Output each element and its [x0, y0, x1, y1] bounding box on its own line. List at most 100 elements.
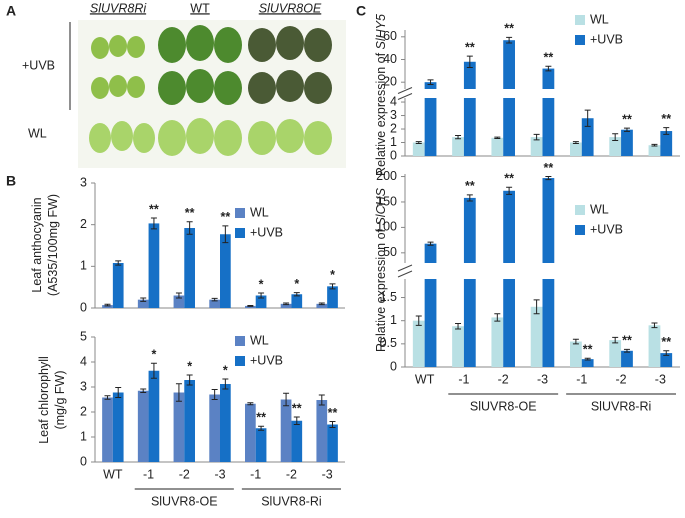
bar [245, 403, 256, 462]
error-bar [186, 221, 193, 235]
error-bar [506, 186, 513, 195]
legend-label: +UVB [250, 353, 283, 367]
error-bar [572, 141, 579, 144]
leaves [158, 25, 242, 105]
legend-swatch [235, 228, 245, 238]
bar [424, 82, 437, 89]
significance: ** [622, 334, 632, 348]
legend-swatch [575, 205, 585, 215]
column-label: SlUVR8Ri [90, 1, 147, 15]
x-tick-label: -2 [179, 467, 190, 481]
legend-swatch [575, 225, 585, 235]
y-tick-label: 100 [376, 220, 397, 234]
y-axis-label: Relative expression of SlCHS [374, 187, 388, 352]
significance: ** [256, 411, 266, 425]
y-tick-label: 3 [390, 108, 397, 122]
axis-break [397, 264, 413, 272]
y-tick-label: 1 [80, 259, 87, 273]
bar [503, 190, 515, 263]
error-bar [140, 388, 147, 393]
error-bar [222, 225, 229, 244]
significance: ** [292, 401, 302, 415]
bar-lower-part [542, 98, 555, 156]
bar [609, 340, 622, 367]
x-tick-label: -1 [143, 467, 154, 481]
bar [570, 142, 582, 156]
bar [581, 118, 594, 156]
y-tick-label: 1 [390, 135, 397, 149]
error-bar [494, 136, 501, 139]
bar-lower-part [503, 98, 515, 156]
error-bar [415, 141, 422, 144]
group-label: SlUVR8-OE [470, 399, 537, 413]
bar [112, 263, 124, 308]
leaves [248, 26, 332, 104]
bar [280, 399, 292, 462]
error-bar [612, 336, 619, 344]
significance: ** [149, 202, 159, 216]
error-bar [466, 55, 473, 68]
significance: * [259, 277, 264, 291]
error-bar [293, 292, 300, 297]
error-bar [150, 362, 157, 379]
significance: ** [465, 40, 475, 54]
error-bar [186, 374, 193, 386]
y-tick-label: 20 [383, 74, 397, 88]
legend-swatch [235, 336, 245, 346]
significance: ** [661, 112, 671, 126]
significance: ** [220, 210, 230, 224]
bar [102, 397, 113, 462]
error-bar [663, 350, 670, 356]
y-axis-label-line: (mg/g FW) [53, 370, 67, 429]
error-bar [572, 338, 579, 345]
bar [463, 61, 476, 89]
bar [148, 223, 160, 308]
legend-swatch [235, 208, 245, 218]
bar [209, 394, 220, 462]
significance: * [294, 277, 299, 291]
error-bar [140, 297, 147, 302]
error-bar [258, 425, 265, 431]
bar [581, 359, 594, 367]
error-bar [623, 348, 630, 353]
error-bar [175, 292, 182, 299]
significance: ** [504, 22, 514, 36]
bar [102, 305, 113, 308]
bar [316, 303, 328, 308]
y-tick-label: 50 [383, 245, 397, 259]
bar-lower-part [424, 279, 437, 367]
error-bar [222, 378, 229, 390]
significance: ** [185, 206, 195, 220]
significance: ** [465, 179, 475, 193]
y-tick-label: 2 [80, 404, 87, 418]
axis-break [397, 87, 413, 94]
bar [621, 129, 633, 156]
significance: * [187, 359, 192, 373]
y-axis-label-gene: SlHY5 [374, 14, 388, 49]
y-tick-label: 0 [80, 300, 87, 314]
bar [255, 295, 267, 308]
panel-label: C [356, 3, 366, 19]
y-tick-label: 1 [390, 313, 397, 327]
y-axis-label-text: Relative expression of [374, 49, 388, 175]
error-bar [651, 322, 658, 329]
legend-label: WL [590, 12, 609, 26]
bar [491, 137, 504, 156]
bar [220, 384, 231, 462]
error-bar [115, 387, 122, 398]
error-bar [584, 357, 591, 361]
legend-label: WL [590, 202, 609, 216]
significance: ** [328, 406, 338, 420]
error-bar [494, 313, 501, 322]
bar [463, 197, 476, 263]
error-bar [329, 421, 336, 428]
axis-break [397, 93, 413, 100]
legend-label: WL [250, 333, 269, 347]
error-bar [427, 241, 434, 246]
axis-break [397, 270, 413, 278]
significance: ** [544, 161, 554, 175]
bar [570, 341, 582, 367]
bar [530, 306, 543, 367]
leaves [91, 35, 145, 99]
bar [148, 370, 160, 462]
